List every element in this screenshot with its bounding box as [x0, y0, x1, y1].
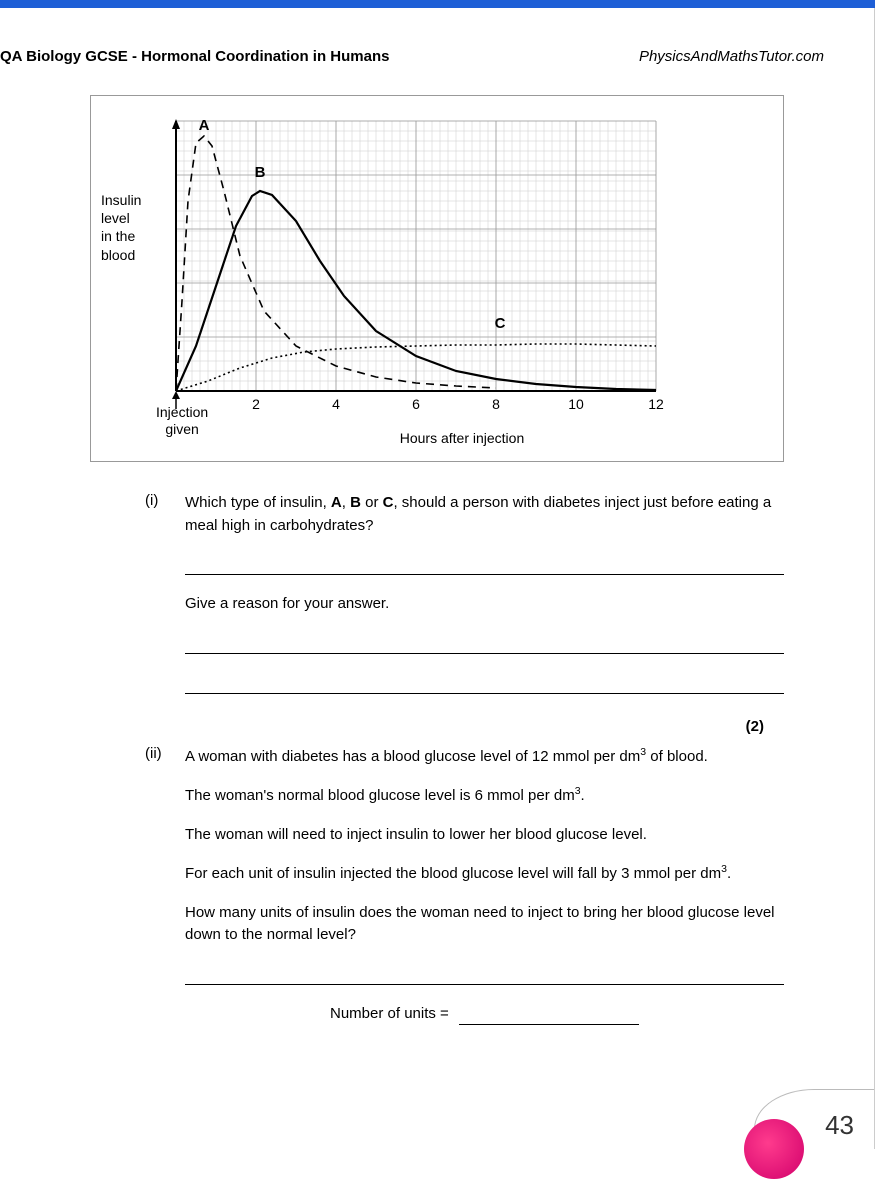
final-answer-label: Number of units = [330, 1005, 449, 1022]
answer-line[interactable] [185, 963, 784, 985]
svg-text:C: C [495, 315, 506, 332]
header-title: QA Biology GCSE - Hormonal Coordination … [0, 48, 389, 65]
answer-line[interactable] [185, 632, 784, 654]
header-row: QA Biology GCSE - Hormonal Coordination … [0, 48, 844, 65]
question-i: (i) Which type of insulin, A, B or C, sh… [145, 492, 784, 712]
question-number: (i) [145, 492, 185, 712]
question-paragraph: The woman's normal blood glucose level i… [185, 784, 784, 808]
question-ii: (ii) A woman with diabetes has a blood g… [145, 745, 784, 1026]
page-container: QA Biology GCSE - Hormonal Coordination … [0, 8, 875, 1149]
chart-svg: 2 4 6 8 10 12 A B C [106, 111, 666, 421]
questions-block: (i) Which type of insulin, A, B or C, sh… [145, 492, 784, 1025]
question-paragraph: A woman with diabetes has a blood glucos… [185, 745, 784, 769]
final-answer-row: Number of units = [185, 1003, 784, 1026]
svg-text:6: 6 [412, 396, 420, 412]
page-number: 43 [825, 1110, 854, 1141]
question-paragraph: How many units of insulin does the woman… [185, 902, 784, 947]
svg-text:2: 2 [252, 396, 260, 412]
svg-text:8: 8 [492, 396, 500, 412]
svg-text:B: B [255, 164, 266, 181]
injection-label: Injectiongiven [156, 404, 208, 438]
question-text: Which type of insulin, A, B or C, should… [185, 492, 784, 537]
svg-text:12: 12 [648, 396, 664, 412]
insulin-chart-container: Insulinlevelin theblood 2 4 6 8 10 12 A B C Inje… [90, 95, 784, 462]
decorative-circle [744, 1119, 804, 1179]
svg-text:10: 10 [568, 396, 584, 412]
svg-text:4: 4 [332, 396, 340, 412]
question-number: (ii) [145, 745, 185, 1026]
question-text-reason: Give a reason for your answer. [185, 593, 784, 616]
insulin-chart: Insulinlevelin theblood 24681012ABC Inje… [106, 111, 758, 446]
answer-line[interactable] [185, 672, 784, 694]
question-paragraph: For each unit of insulin injected the bl… [185, 862, 784, 886]
chart-ylabel: Insulinlevelin theblood [101, 191, 141, 264]
answer-line[interactable] [185, 553, 784, 575]
top-accent-bar [0, 0, 875, 8]
header-source: PhysicsAndMathsTutor.com [639, 48, 844, 65]
question-body: A woman with diabetes has a blood glucos… [185, 745, 784, 1026]
marks-label: (2) [145, 718, 764, 735]
question-paragraph: The woman will need to inject insulin to… [185, 824, 784, 847]
final-answer-blank[interactable] [459, 1009, 639, 1025]
svg-text:A: A [199, 117, 210, 134]
question-body: Which type of insulin, A, B or C, should… [185, 492, 784, 712]
